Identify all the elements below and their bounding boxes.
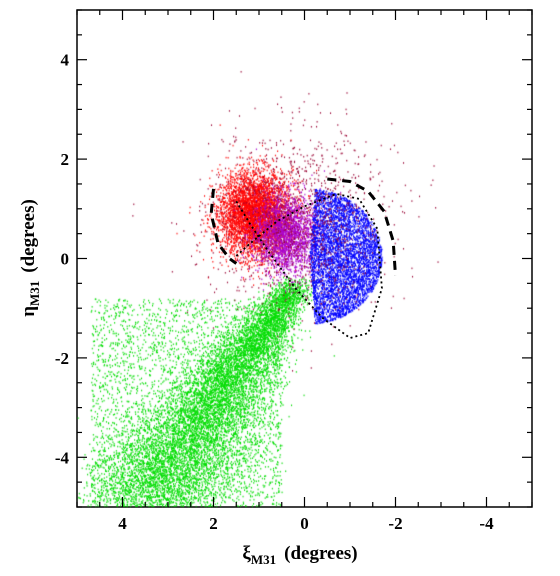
- x-tick-label: 4: [118, 514, 127, 533]
- dotted-contour: [235, 192, 383, 339]
- x-tick-label: 0: [300, 514, 309, 533]
- contour-layer: [209, 177, 397, 339]
- dashed-contour: [209, 188, 238, 265]
- x-tick-label: -2: [388, 514, 402, 533]
- axis-ticks-layer: 4 2 0 -2 -4 4 2 0 -2 -4: [55, 9, 533, 533]
- y-axis-title: ηM31 (degrees): [18, 199, 42, 317]
- x-axis-subscript: M31: [251, 552, 276, 567]
- y-tick-label: -2: [55, 349, 69, 368]
- y-axis-subscript: M31: [27, 281, 42, 306]
- x-axis-title: ξM31 (degrees): [242, 543, 357, 567]
- x-axis-unit: (degrees): [284, 543, 358, 564]
- y-axis-unit: (degrees): [18, 199, 39, 273]
- y-tick-label: -4: [55, 448, 70, 467]
- x-axis-symbol: ξ: [242, 543, 251, 564]
- y-tick-label: 0: [61, 250, 70, 269]
- y-axis-symbol: η: [18, 306, 39, 317]
- x-tick-label: 2: [209, 514, 218, 533]
- x-tick-label: -4: [479, 514, 494, 533]
- dashed-contour: [327, 177, 397, 276]
- y-tick-label: 2: [61, 150, 70, 169]
- y-tick-label: 4: [61, 51, 70, 70]
